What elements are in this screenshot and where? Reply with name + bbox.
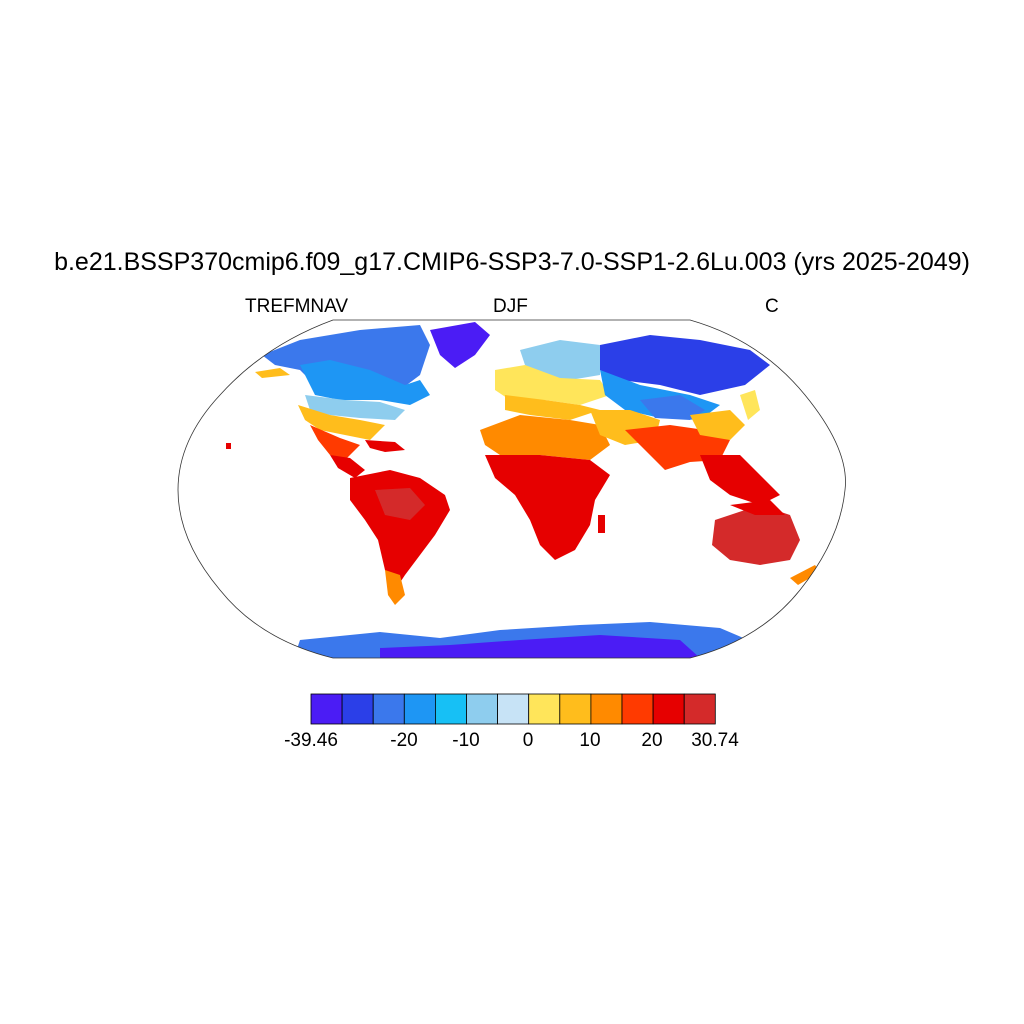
usa-south [298,405,385,440]
colorbar-tick-label: -10 [452,730,480,751]
colorbar-swatch [559,693,592,725]
colorbar-tick-label: -39.46 [284,730,338,751]
canada [300,360,430,405]
colorbar-swatch [372,693,405,725]
central-america [330,455,365,478]
colorbar-swatch [652,693,685,725]
australia [712,505,800,565]
colorbar-swatch [341,693,374,725]
colorbar-swatch [466,693,499,725]
colorbar-swatch [310,693,343,725]
greenland [430,322,490,368]
colorbar [310,693,716,725]
colorbar-swatch [621,693,654,725]
new-zealand [790,565,820,585]
colorbar-swatch [403,693,436,725]
colorbar-swatch [590,693,623,725]
china-south [690,410,745,440]
variable-label: TREFMNAV [245,296,349,317]
tibet [640,395,705,420]
siberia [600,335,770,395]
australia-north [730,500,785,515]
season-label: DJF [493,296,528,317]
colorbar-swatch [497,693,530,725]
north-america-cold [262,325,430,390]
patagonia [385,570,405,605]
colorbar-tick-label: 20 [641,730,663,751]
colorbar-tick-label: 30.74 [691,730,739,751]
plot-title: b.e21.BSSP370cmip6.f09_g17.CMIP6-SSP3-7.… [54,248,970,276]
colorbar-tick-label: -20 [390,730,418,751]
alaska-edge [255,368,290,378]
amazon-hot [375,488,425,520]
japan [740,390,760,420]
globe-outline [177,319,846,659]
europe-north [520,340,600,380]
units-label: C [765,296,779,317]
mediterranean [505,395,600,420]
caribbean [365,440,405,452]
north-africa [480,415,610,460]
colorbar-swatch [528,693,561,725]
europe-south [495,365,610,405]
colorbar-tick-label: 10 [579,730,601,751]
hawaii [226,443,231,449]
madagascar [598,515,605,533]
africa-central [485,455,610,560]
antarctica-interior [380,635,700,658]
colorbar-swatch [683,693,716,725]
colorbar-tick-label: 0 [522,730,534,751]
colorbar-swatch [434,693,467,725]
usa-north [305,395,405,420]
mexico [310,425,360,460]
se-asia [700,455,780,505]
south-america [350,470,450,590]
